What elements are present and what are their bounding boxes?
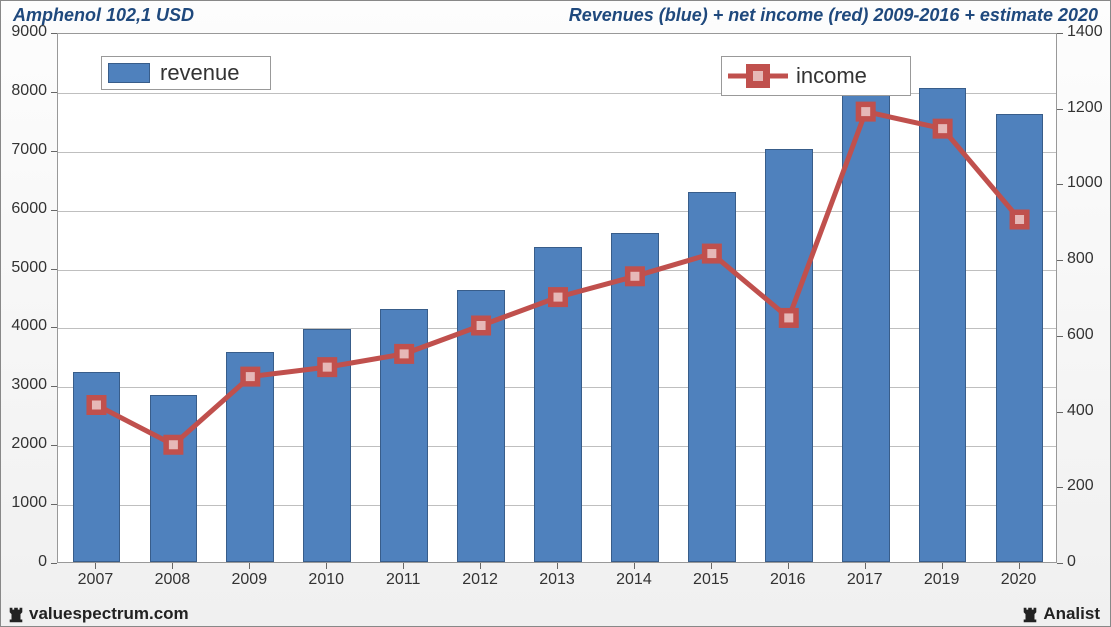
x-label: 2019: [924, 571, 960, 589]
x-tick: [634, 563, 635, 569]
legend-revenue: revenue: [101, 56, 271, 90]
legend-revenue-swatch: [108, 63, 150, 83]
x-tick: [788, 563, 789, 569]
footer-left: valuespectrum.com: [7, 604, 189, 624]
y-label-left: 7000: [1, 141, 47, 159]
x-label: 2011: [386, 571, 420, 589]
y-label-left: 8000: [1, 82, 47, 100]
header-right: Revenues (blue) + net income (red) 2009-…: [569, 5, 1098, 26]
y-tick-left: [51, 327, 57, 328]
income-line: [58, 34, 1058, 564]
y-label-left: 0: [1, 553, 47, 571]
x-label: 2016: [770, 571, 806, 589]
x-tick: [403, 563, 404, 569]
x-label: 2017: [847, 571, 883, 589]
legend-income-label: income: [796, 63, 867, 89]
y-label-left: 6000: [1, 200, 47, 218]
y-tick-right: [1057, 563, 1063, 564]
y-tick-left: [51, 563, 57, 564]
y-label-right: 800: [1067, 250, 1094, 268]
y-tick-left: [51, 445, 57, 446]
x-label: 2013: [539, 571, 575, 589]
x-tick: [711, 563, 712, 569]
y-tick-right: [1057, 487, 1063, 488]
x-tick: [480, 563, 481, 569]
y-label-left: 5000: [1, 259, 47, 277]
y-tick-left: [51, 504, 57, 505]
y-label-right: 400: [1067, 402, 1094, 420]
plot-area: [57, 33, 1057, 563]
x-label: 2012: [462, 571, 498, 589]
legend-income: income: [721, 56, 911, 96]
y-label-right: 0: [1067, 553, 1076, 571]
chart-header: Amphenol 102,1 USD Revenues (blue) + net…: [1, 1, 1110, 30]
chart-footer: valuespectrum.com Analist: [1, 602, 1110, 626]
y-tick-right: [1057, 336, 1063, 337]
x-tick: [557, 563, 558, 569]
y-tick-left: [51, 151, 57, 152]
y-tick-right: [1057, 184, 1063, 185]
footer-right: Analist: [1021, 604, 1100, 624]
x-label: 2015: [693, 571, 729, 589]
y-tick-left: [51, 269, 57, 270]
y-label-right: 1400: [1067, 23, 1103, 41]
y-tick-right: [1057, 412, 1063, 413]
legend-income-swatch: [728, 64, 788, 88]
x-tick: [249, 563, 250, 569]
chart-container: Amphenol 102,1 USD Revenues (blue) + net…: [0, 0, 1111, 627]
x-tick: [942, 563, 943, 569]
y-tick-left: [51, 386, 57, 387]
x-tick: [95, 563, 96, 569]
x-label: 2008: [155, 571, 191, 589]
x-label: 2010: [308, 571, 344, 589]
x-tick: [1019, 563, 1020, 569]
y-label-right: 1000: [1067, 174, 1103, 192]
y-label-left: 4000: [1, 317, 47, 335]
y-label-left: 9000: [1, 23, 47, 41]
legend-revenue-label: revenue: [160, 60, 240, 86]
y-tick-left: [51, 92, 57, 93]
rook-icon: [1021, 606, 1039, 624]
y-tick-left: [51, 210, 57, 211]
x-tick: [865, 563, 866, 569]
y-label-right: 600: [1067, 326, 1094, 344]
y-tick-right: [1057, 33, 1063, 34]
x-tick: [326, 563, 327, 569]
x-label: 2014: [616, 571, 652, 589]
y-label-left: 3000: [1, 376, 47, 394]
x-label: 2020: [1001, 571, 1037, 589]
y-label-left: 2000: [1, 435, 47, 453]
x-tick: [172, 563, 173, 569]
y-tick-right: [1057, 260, 1063, 261]
x-label: 2007: [78, 571, 114, 589]
footer-left-text: valuespectrum.com: [29, 604, 189, 623]
x-label: 2009: [232, 571, 268, 589]
y-label-right: 1200: [1067, 99, 1103, 117]
rook-icon: [7, 606, 25, 624]
y-tick-left: [51, 33, 57, 34]
y-label-left: 1000: [1, 494, 47, 512]
y-label-right: 200: [1067, 477, 1094, 495]
footer-right-text: Analist: [1043, 604, 1100, 623]
y-tick-right: [1057, 109, 1063, 110]
